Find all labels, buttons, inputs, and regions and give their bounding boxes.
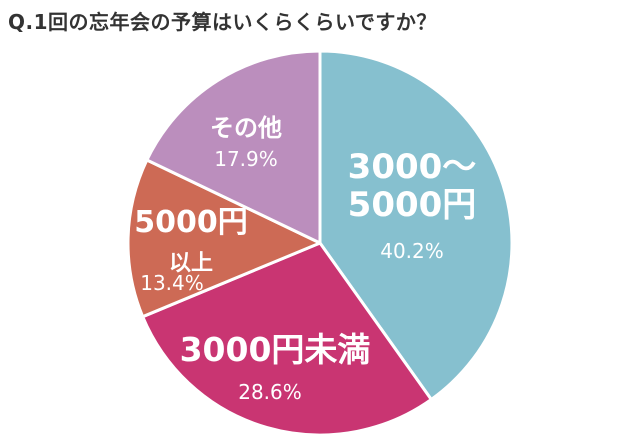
slice-label-3-0: その他 <box>210 114 282 142</box>
pie-slice-1 <box>141 241 433 437</box>
slice-value-1: 28.6% <box>238 380 302 404</box>
chart-title: Q.1回の忘年会の予算はいくらくらいですか？ <box>8 10 437 34</box>
slice-label-2-1: 以上 <box>169 251 213 276</box>
slice-label-2-0: 5000円 <box>134 205 248 240</box>
slice-label-0-0: 3000～ <box>348 147 477 187</box>
slice-label-1-0: 3000円未満 <box>180 330 371 369</box>
pie-slice-0 <box>318 49 514 401</box>
pie-slice-3 <box>145 49 322 245</box>
slice-label-0-1: 5000円 <box>348 185 477 225</box>
pie-slice-2 <box>126 158 322 319</box>
slice-value-0: 40.2% <box>380 239 444 263</box>
slice-value-2: 13.4% <box>140 271 204 295</box>
slice-value-3: 17.9% <box>214 147 278 171</box>
